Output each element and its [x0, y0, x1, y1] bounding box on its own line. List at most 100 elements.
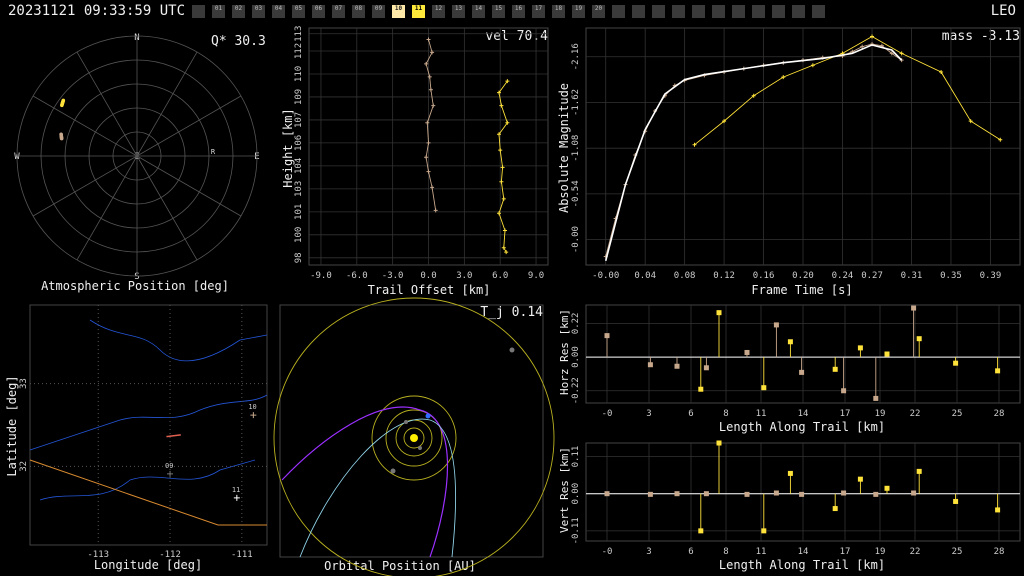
camera-indicator[interactable]: 19: [572, 5, 585, 18]
camera-indicator[interactable]: [792, 5, 805, 18]
camera-indicator[interactable]: 01: [212, 5, 225, 18]
camera-indicator[interactable]: [752, 5, 765, 18]
height-point: [424, 155, 429, 160]
horz-point: [647, 362, 653, 368]
horz-xtick: -0: [602, 409, 613, 419]
mag-point: [998, 137, 1003, 142]
vert-point: [761, 528, 767, 534]
vert-ytick: 0.00: [571, 483, 581, 505]
camera-indicator[interactable]: 15: [492, 5, 505, 18]
height-ytick: 103: [294, 181, 304, 197]
mag-xtick: 0.08: [674, 271, 696, 281]
horz-point: [911, 305, 917, 311]
camera-indicator[interactable]: 18: [552, 5, 565, 18]
polar-point: [61, 98, 66, 103]
height-xtick: 9.0: [528, 271, 544, 281]
camera-indicator[interactable]: [712, 5, 725, 18]
camera-indicator[interactable]: 10: [392, 5, 405, 18]
height-point: [430, 185, 435, 190]
vert-point: [773, 490, 779, 496]
height-point: [505, 120, 510, 125]
map-xtick: -113: [87, 550, 109, 560]
camera-indicator[interactable]: [772, 5, 785, 18]
camera-indicator[interactable]: [812, 5, 825, 18]
height-ylabel: Height [km]: [281, 108, 295, 187]
height-xtick: 6.0: [492, 271, 508, 281]
camera-indicator[interactable]: [692, 5, 705, 18]
camera-indicator[interactable]: 20: [592, 5, 605, 18]
horz-point: [857, 345, 863, 351]
camera-indicator[interactable]: [652, 5, 665, 18]
height-point: [499, 179, 504, 184]
camera-indicator[interactable]: 08: [352, 5, 365, 18]
ground-track: [29, 459, 267, 526]
height-point: [497, 211, 502, 216]
mag-point: [889, 51, 894, 56]
camera-indicator[interactable]: 02: [232, 5, 245, 18]
horz-xtick: 11: [756, 409, 767, 419]
mag-series-line: [605, 43, 902, 257]
vert-xtick: -0: [602, 547, 613, 557]
vert-xtick: 8: [723, 547, 728, 557]
camera-indicator[interactable]: [192, 5, 205, 18]
magnitude-panel: mass -3.13 Frame Time [s] Absolute Magni…: [557, 27, 1021, 297]
polar-spoke: [76, 51, 138, 157]
vert-xlabel: Length Along Trail [km]: [719, 558, 885, 572]
camera-indicator[interactable]: 05: [292, 5, 305, 18]
orbit-comparison: [299, 418, 457, 558]
horz-point: [698, 386, 704, 392]
polar-point: [59, 132, 63, 137]
vert-point: [744, 491, 750, 497]
polar-spoke: [76, 155, 138, 261]
horz-point: [841, 388, 847, 394]
vert-residual-panel: Length Along Trail [km] Vert Res [km] -0…: [558, 440, 1021, 572]
polar-spoke: [32, 155, 138, 217]
vert-xtick: 11: [756, 547, 767, 557]
horz-point: [884, 351, 890, 357]
camera-indicator[interactable]: 04: [272, 5, 285, 18]
height-point: [431, 103, 436, 108]
polar-south: S: [134, 272, 139, 282]
orbit-frame: [279, 304, 544, 558]
height-point: [424, 61, 429, 66]
camera-indicator[interactable]: 14: [472, 5, 485, 18]
mag-xtick: 0.27: [861, 271, 883, 281]
height-point: [497, 90, 502, 95]
height-value-label: vel 70.4: [485, 29, 548, 44]
camera-indicator[interactable]: [632, 5, 645, 18]
height-point: [499, 103, 504, 108]
camera-indicator[interactable]: 13: [452, 5, 465, 18]
horz-point: [873, 395, 879, 401]
camera-indicator[interactable]: [612, 5, 625, 18]
camera-indicator[interactable]: 06: [312, 5, 325, 18]
vert-point: [674, 491, 680, 497]
height-ytick: 104: [294, 158, 304, 174]
vert-point: [703, 491, 709, 497]
camera-indicator[interactable]: 07: [332, 5, 345, 18]
mag-xtick: 0.20: [792, 271, 814, 281]
horz-point: [995, 368, 1001, 374]
polar-radiant: R: [211, 148, 216, 156]
planet-marker: [390, 468, 396, 474]
vert-point: [787, 470, 793, 476]
mag-point: [781, 75, 786, 80]
camera-indicator[interactable]: 16: [512, 5, 525, 18]
polar-value-label: Q* 30.3: [211, 34, 266, 49]
mag-point: [692, 142, 697, 147]
camera-indicator[interactable]: 12: [432, 5, 445, 18]
camera-indicator[interactable]: [672, 5, 685, 18]
camera-indicator[interactable]: [732, 5, 745, 18]
height-point: [505, 79, 510, 84]
map-border-line: [29, 394, 268, 451]
mag-point: [860, 44, 865, 49]
camera-indicator[interactable]: 17: [532, 5, 545, 18]
horz-ytick: 0.22: [571, 313, 581, 335]
mag-xtick: 0.16: [753, 271, 775, 281]
orbit-ring-planet: [403, 427, 425, 449]
vert-ytick: 0.11: [571, 446, 581, 468]
mag-ytick: -1.08: [571, 135, 581, 162]
camera-indicator[interactable]: 11: [412, 5, 425, 18]
camera-indicator[interactable]: 03: [252, 5, 265, 18]
height-xtick: -6.0: [346, 271, 368, 281]
camera-indicator[interactable]: 09: [372, 5, 385, 18]
